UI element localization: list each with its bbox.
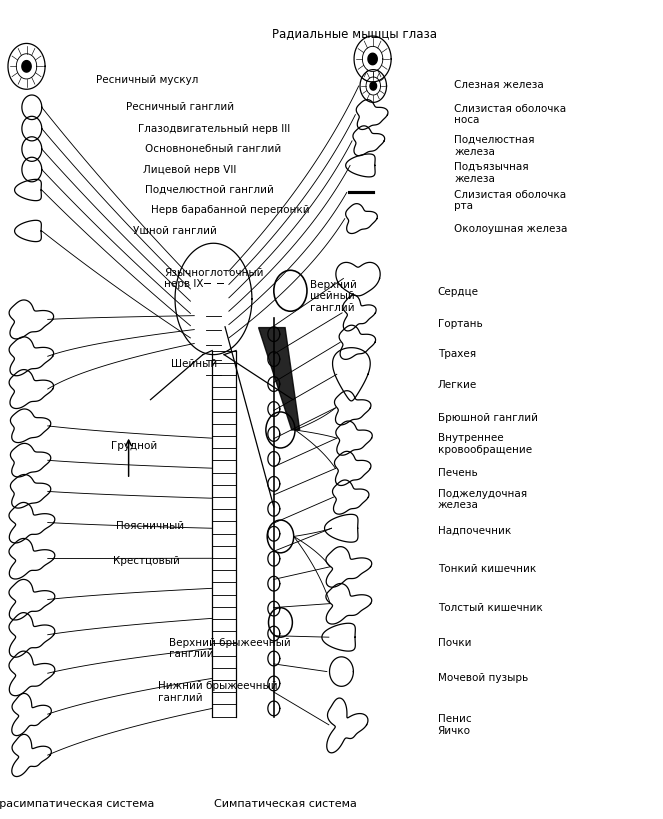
Text: Симпатическая система: Симпатическая система <box>213 799 357 809</box>
Text: Пенис
Яичко: Пенис Яичко <box>438 714 471 735</box>
Text: Язычноглоточный
нерв IX: Язычноглоточный нерв IX <box>164 268 264 289</box>
Polygon shape <box>370 82 377 90</box>
Polygon shape <box>327 698 368 753</box>
Text: Подъязычная
железа: Подъязычная железа <box>454 162 529 183</box>
Polygon shape <box>268 477 280 491</box>
Text: Основнонебный ганглий: Основнонебный ганглий <box>145 144 281 154</box>
Text: Слизистая оболочка
рта: Слизистая оболочка рта <box>454 190 566 211</box>
Text: Мочевой пузырь: Мочевой пузырь <box>438 673 528 683</box>
Text: Тонкий кишечник: Тонкий кишечник <box>438 564 536 574</box>
Polygon shape <box>22 157 42 182</box>
Text: Слезная железа: Слезная железа <box>454 80 544 90</box>
Text: Трахея: Трахея <box>438 349 476 359</box>
Text: Внутреннее
кровообращение: Внутреннее кровообращение <box>438 433 532 455</box>
Polygon shape <box>268 427 280 441</box>
Polygon shape <box>336 421 372 455</box>
Polygon shape <box>9 579 55 620</box>
Polygon shape <box>326 583 372 624</box>
Polygon shape <box>335 451 371 486</box>
Text: Грудной: Грудной <box>111 441 158 451</box>
Polygon shape <box>15 179 41 201</box>
Polygon shape <box>268 577 280 591</box>
Polygon shape <box>9 538 55 579</box>
Polygon shape <box>22 116 42 141</box>
Polygon shape <box>9 300 54 339</box>
Text: Слизистая оболочка
носа: Слизистая оболочка носа <box>454 104 566 125</box>
Polygon shape <box>259 328 300 430</box>
Text: Верхний
шейный
ганглий: Верхний шейный ганглий <box>310 280 357 313</box>
Polygon shape <box>330 657 353 686</box>
Text: Шейный: Шейный <box>171 360 217 369</box>
Polygon shape <box>22 61 31 72</box>
Text: Лицевой нерв VII: Лицевой нерв VII <box>143 165 236 174</box>
Polygon shape <box>12 735 51 776</box>
Text: Брюшной ганглий: Брюшной ганглий <box>438 413 538 423</box>
Polygon shape <box>268 351 280 366</box>
Polygon shape <box>268 527 280 541</box>
Polygon shape <box>9 502 55 543</box>
Polygon shape <box>268 627 280 641</box>
Polygon shape <box>368 53 377 65</box>
Polygon shape <box>336 262 380 296</box>
Text: Подчелюстная
железа: Подчелюстная железа <box>454 135 534 156</box>
Polygon shape <box>9 369 54 409</box>
Text: Поясничный: Поясничный <box>116 521 184 531</box>
Polygon shape <box>12 694 51 735</box>
Text: Нижний брыжеечный
ганглий: Нижний брыжеечный ганглий <box>158 681 277 703</box>
Text: Верхний брыжеечный
ганглий: Верхний брыжеечный ганглий <box>169 638 291 659</box>
Text: Ушной ганглий: Ушной ганглий <box>133 226 217 236</box>
Polygon shape <box>268 327 280 342</box>
Polygon shape <box>9 337 54 376</box>
Text: Глазодвигательный нерв III: Глазодвигательный нерв III <box>138 124 290 133</box>
Polygon shape <box>268 501 280 516</box>
Polygon shape <box>333 480 369 514</box>
Polygon shape <box>268 701 280 716</box>
Polygon shape <box>335 391 371 425</box>
Polygon shape <box>353 126 385 156</box>
Text: Радиальные мышцы глаза: Радиальные мышцы глаза <box>272 27 437 40</box>
Polygon shape <box>345 154 375 177</box>
Polygon shape <box>22 95 42 120</box>
Text: Надпочечник: Надпочечник <box>438 526 511 536</box>
Polygon shape <box>11 474 51 508</box>
Polygon shape <box>268 601 280 616</box>
Polygon shape <box>333 348 370 400</box>
Text: Печень: Печень <box>438 468 477 478</box>
Polygon shape <box>268 377 280 391</box>
Polygon shape <box>268 651 280 666</box>
Text: Поджелудочная
железа: Поджелудочная железа <box>438 489 526 510</box>
Polygon shape <box>325 514 358 542</box>
Polygon shape <box>322 623 355 651</box>
Polygon shape <box>268 401 280 416</box>
Polygon shape <box>11 443 51 477</box>
Polygon shape <box>345 204 377 233</box>
Text: Парасимпатическая система: Парасимпатическая система <box>0 799 154 809</box>
Polygon shape <box>22 137 42 161</box>
Polygon shape <box>15 220 41 242</box>
Polygon shape <box>268 451 280 466</box>
Text: Толстый кишечник: Толстый кишечник <box>438 603 542 613</box>
Text: Гортань: Гортань <box>438 319 482 329</box>
Polygon shape <box>268 551 280 566</box>
Text: Ресничный ганглий: Ресничный ганглий <box>126 102 234 112</box>
Text: Сердце: Сердце <box>438 287 479 296</box>
Polygon shape <box>326 546 372 587</box>
Polygon shape <box>356 100 388 129</box>
Text: Легкие: Легкие <box>438 380 477 390</box>
Polygon shape <box>339 325 375 360</box>
Text: Крестцовый: Крестцовый <box>113 556 180 566</box>
Polygon shape <box>9 613 55 657</box>
Text: Нерв барабанной перепонкй: Нерв барабанной перепонкй <box>151 206 310 215</box>
Polygon shape <box>9 651 55 695</box>
Text: Околоушная железа: Околоушная железа <box>454 224 568 234</box>
Polygon shape <box>268 676 280 691</box>
Polygon shape <box>343 295 376 331</box>
Text: Ресничный мускул: Ресничный мускул <box>96 75 198 85</box>
Text: Подчелюстной ганглий: Подчелюстной ганглий <box>145 185 273 195</box>
Text: Почки: Почки <box>438 638 471 648</box>
Polygon shape <box>11 409 51 442</box>
